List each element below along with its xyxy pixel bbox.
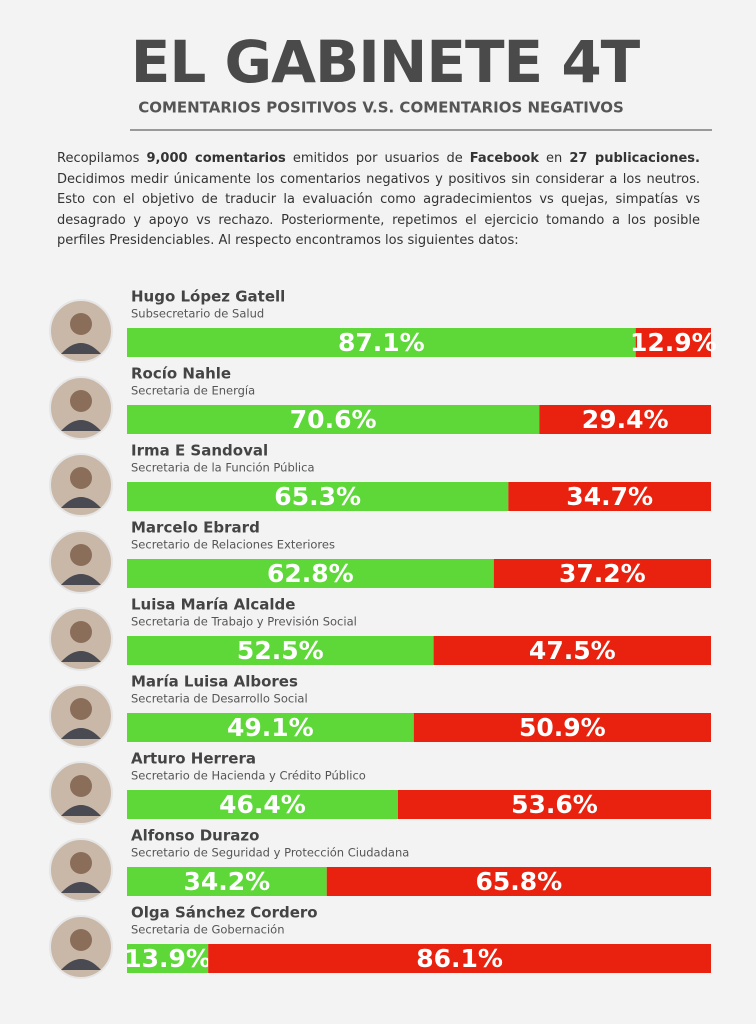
category-role: Secretaria de la Función Pública: [131, 461, 315, 475]
bar-segment: [208, 944, 711, 973]
chart-title: EL GABINETE 4T: [131, 28, 641, 96]
avatar-head: [70, 929, 92, 951]
value-label: 65.8%: [475, 867, 562, 896]
bar-segment: [127, 328, 636, 357]
category-role: Secretario de Relaciones Exteriores: [131, 538, 335, 552]
category-role: Secretario de Seguridad y Protección Ciu…: [131, 846, 409, 860]
avatar-body: [61, 882, 101, 893]
value-label: 87.1%: [338, 328, 425, 357]
category-role: Secretaria de Gobernación: [131, 923, 285, 937]
bar-segment: [127, 944, 209, 973]
bar-segment: [127, 713, 414, 742]
avatar-head: [70, 852, 92, 874]
value-label: 29.4%: [582, 405, 669, 434]
category-role: Secretaria de Desarrollo Social: [131, 692, 308, 706]
intro: Recopilamos 9,000 comentarios emitidos p…: [57, 149, 700, 252]
category-label: Rocío Nahle: [131, 365, 231, 383]
category-role: Secretaria de Trabajo y Previsión Social: [131, 615, 357, 629]
value-label: 12.9%: [630, 328, 717, 357]
category-role: Secretaria de Energía: [131, 384, 255, 398]
bar-segment: [326, 867, 711, 896]
bar-segment: [635, 328, 711, 357]
avatar-body: [61, 728, 101, 739]
category-label: Luisa María Alcalde: [131, 596, 295, 614]
intro-text: en: [538, 151, 570, 166]
bar-segment: [433, 636, 711, 665]
value-label: 53.6%: [511, 790, 598, 819]
value-label: 47.5%: [529, 636, 616, 665]
category-label: Marcelo Ebrard: [131, 519, 260, 537]
bar-segment: [413, 713, 711, 742]
bar-segment: [539, 405, 711, 434]
intro-text: Recopilamos: [57, 151, 147, 166]
category-label: Irma E Sandoval: [131, 442, 268, 460]
avatar-head: [70, 621, 92, 643]
bar-segment: [397, 790, 711, 819]
bar-segment: [127, 405, 540, 434]
bar-segment: [127, 482, 509, 511]
value-label: 13.9%: [124, 944, 211, 973]
avatar-head: [70, 467, 92, 489]
intro-text: Facebook: [469, 151, 539, 166]
value-label: 62.8%: [267, 559, 354, 588]
avatar-body: [61, 651, 101, 662]
intro-text: 27 publicaciones.: [569, 151, 700, 166]
value-label: 50.9%: [519, 713, 606, 742]
intro-text: emitidos por usuarios de: [285, 151, 470, 166]
bar-segment: [127, 559, 494, 588]
value-label: 34.7%: [566, 482, 653, 511]
value-label: 46.4%: [219, 790, 306, 819]
intro-text: Decidimos medir únicamente los comentari…: [57, 171, 700, 249]
bar-segment: [127, 867, 327, 896]
bar-segment: [127, 790, 398, 819]
avatar-body: [61, 343, 101, 354]
bar-segment: [127, 636, 434, 665]
category-label: María Luisa Albores: [131, 673, 298, 691]
value-label: 86.1%: [416, 944, 503, 973]
avatar-head: [70, 313, 92, 335]
avatar-body: [61, 497, 101, 508]
category-label: Arturo Herrera: [131, 750, 256, 768]
avatar-body: [61, 805, 101, 816]
avatar-body: [61, 574, 101, 585]
value-label: 34.2%: [183, 867, 270, 896]
category-role: Secretario de Hacienda y Crédito Público: [131, 769, 366, 783]
category-label: Alfonso Durazo: [131, 827, 259, 845]
value-label: 65.3%: [274, 482, 361, 511]
value-label: 70.6%: [290, 405, 377, 434]
avatar-head: [70, 390, 92, 412]
intro-text: 9,000 comentarios: [146, 151, 286, 166]
category-label: Hugo López Gatell: [131, 288, 285, 306]
value-label: 37.2%: [559, 559, 646, 588]
value-label: 52.5%: [237, 636, 324, 665]
category-label: Olga Sánchez Cordero: [131, 904, 318, 922]
avatar-body: [61, 959, 101, 970]
avatar-head: [70, 775, 92, 797]
bar-segment: [493, 559, 711, 588]
chart-subtitle: COMENTARIOS POSITIVOS V.S. COMENTARIOS N…: [138, 99, 624, 117]
avatar-head: [70, 698, 92, 720]
value-label: 49.1%: [227, 713, 314, 742]
bar-segment: [508, 482, 711, 511]
avatar-head: [70, 544, 92, 566]
avatar-body: [61, 420, 101, 431]
category-role: Subsecretario de Salud: [131, 307, 264, 321]
